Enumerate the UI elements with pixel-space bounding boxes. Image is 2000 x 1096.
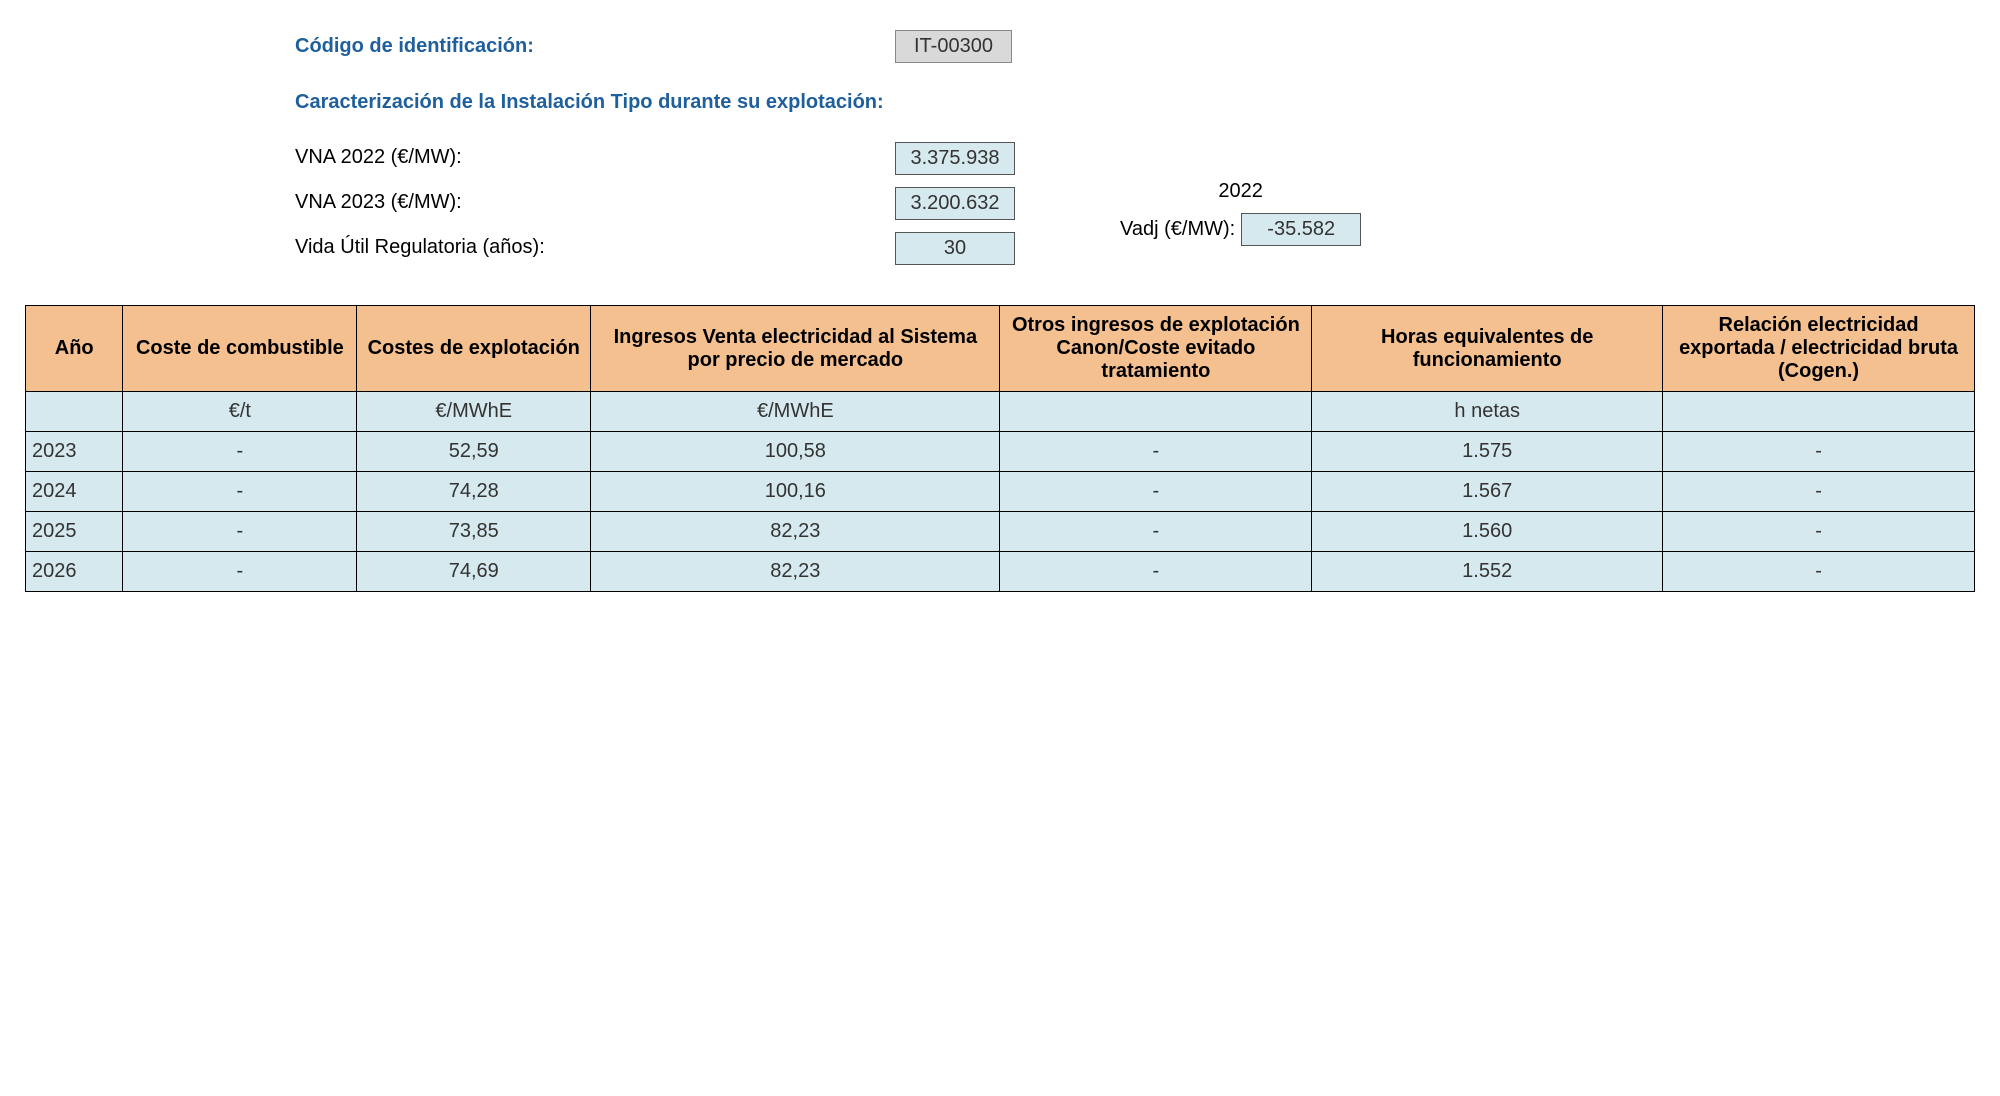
- table-units-row: €/t €/MWhE €/MWhE h netas: [26, 392, 1975, 432]
- cell-hours: 1.567: [1312, 472, 1663, 512]
- cell-ratio: -: [1663, 432, 1975, 472]
- table-row: 2024 - 74,28 100,16 - 1.567 -: [26, 472, 1975, 512]
- table-head: Año Coste de combustible Costes de explo…: [26, 306, 1975, 392]
- ref-year-label: 2022: [1218, 180, 1263, 203]
- cell-year: 2023: [26, 432, 123, 472]
- vida-util-value: 30: [895, 232, 1015, 265]
- units-other: [1000, 392, 1312, 432]
- cell-year: 2025: [26, 512, 123, 552]
- vadj-row: Vadj (€/MW): -35.582: [1120, 213, 1361, 246]
- vna-2022-row: VNA 2022 (€/MW): 3.375.938: [295, 142, 1975, 175]
- cell-fuel: -: [123, 472, 357, 512]
- id-label: Código de identificación:: [295, 35, 895, 58]
- cell-income: 82,23: [591, 552, 1000, 592]
- cell-oper: 74,69: [357, 552, 591, 592]
- col-hours: Horas equivalentes de funcionamiento: [1312, 306, 1663, 392]
- vadj-label: Vadj (€/MW):: [1120, 218, 1235, 241]
- cell-fuel: -: [123, 432, 357, 472]
- id-value-box: IT-00300: [895, 30, 1012, 63]
- table-header-row: Año Coste de combustible Costes de explo…: [26, 306, 1975, 392]
- cell-ratio: -: [1663, 512, 1975, 552]
- cell-income: 82,23: [591, 512, 1000, 552]
- cell-other: -: [1000, 552, 1312, 592]
- id-row: Código de identificación: IT-00300: [295, 30, 1975, 63]
- col-other: Otros ingresos de explotación Canon/Cost…: [1000, 306, 1312, 392]
- cell-other: -: [1000, 472, 1312, 512]
- units-year: [26, 392, 123, 432]
- cell-year: 2026: [26, 552, 123, 592]
- table-row: 2025 - 73,85 82,23 - 1.560 -: [26, 512, 1975, 552]
- table-row: 2023 - 52,59 100,58 - 1.575 -: [26, 432, 1975, 472]
- vna-2022-label: VNA 2022 (€/MW):: [295, 142, 895, 169]
- data-table: Año Coste de combustible Costes de explo…: [25, 305, 1975, 592]
- units-hours: h netas: [1312, 392, 1663, 432]
- col-oper: Costes de explotación: [357, 306, 591, 392]
- vida-util-label: Vida Útil Regulatoria (años):: [295, 232, 895, 259]
- cell-ratio: -: [1663, 472, 1975, 512]
- cell-oper: 73,85: [357, 512, 591, 552]
- cell-hours: 1.560: [1312, 512, 1663, 552]
- cell-fuel: -: [123, 512, 357, 552]
- table-body: €/t €/MWhE €/MWhE h netas 2023 - 52,59 1…: [26, 392, 1975, 592]
- col-income: Ingresos Venta electricidad al Sistema p…: [591, 306, 1000, 392]
- units-income: €/MWhE: [591, 392, 1000, 432]
- cell-income: 100,58: [591, 432, 1000, 472]
- values-block: VNA 2022 (€/MW): 3.375.938 VNA 2023 (€/M…: [295, 142, 1975, 265]
- col-fuel: Coste de combustible: [123, 306, 357, 392]
- cell-other: -: [1000, 432, 1312, 472]
- units-oper: €/MWhE: [357, 392, 591, 432]
- cell-oper: 52,59: [357, 432, 591, 472]
- cell-ratio: -: [1663, 552, 1975, 592]
- vna-2023-label: VNA 2023 (€/MW):: [295, 187, 895, 214]
- table-row: 2026 - 74,69 82,23 - 1.552 -: [26, 552, 1975, 592]
- col-year: Año: [26, 306, 123, 392]
- vadj-block: 2022 Vadj (€/MW): -35.582: [1120, 180, 1361, 246]
- header-section: Código de identificación: IT-00300 Carac…: [295, 30, 1975, 265]
- cell-oper: 74,28: [357, 472, 591, 512]
- cell-hours: 1.552: [1312, 552, 1663, 592]
- cell-income: 100,16: [591, 472, 1000, 512]
- cell-fuel: -: [123, 552, 357, 592]
- vna-2022-value: 3.375.938: [895, 142, 1015, 175]
- units-ratio: [1663, 392, 1975, 432]
- vadj-value: -35.582: [1241, 213, 1361, 246]
- col-ratio: Relación electricidad exportada / electr…: [1663, 306, 1975, 392]
- cell-hours: 1.575: [1312, 432, 1663, 472]
- vna-2023-value: 3.200.632: [895, 187, 1015, 220]
- section-title: Caracterización de la Instalación Tipo d…: [295, 91, 1975, 114]
- units-fuel: €/t: [123, 392, 357, 432]
- cell-other: -: [1000, 512, 1312, 552]
- cell-year: 2024: [26, 472, 123, 512]
